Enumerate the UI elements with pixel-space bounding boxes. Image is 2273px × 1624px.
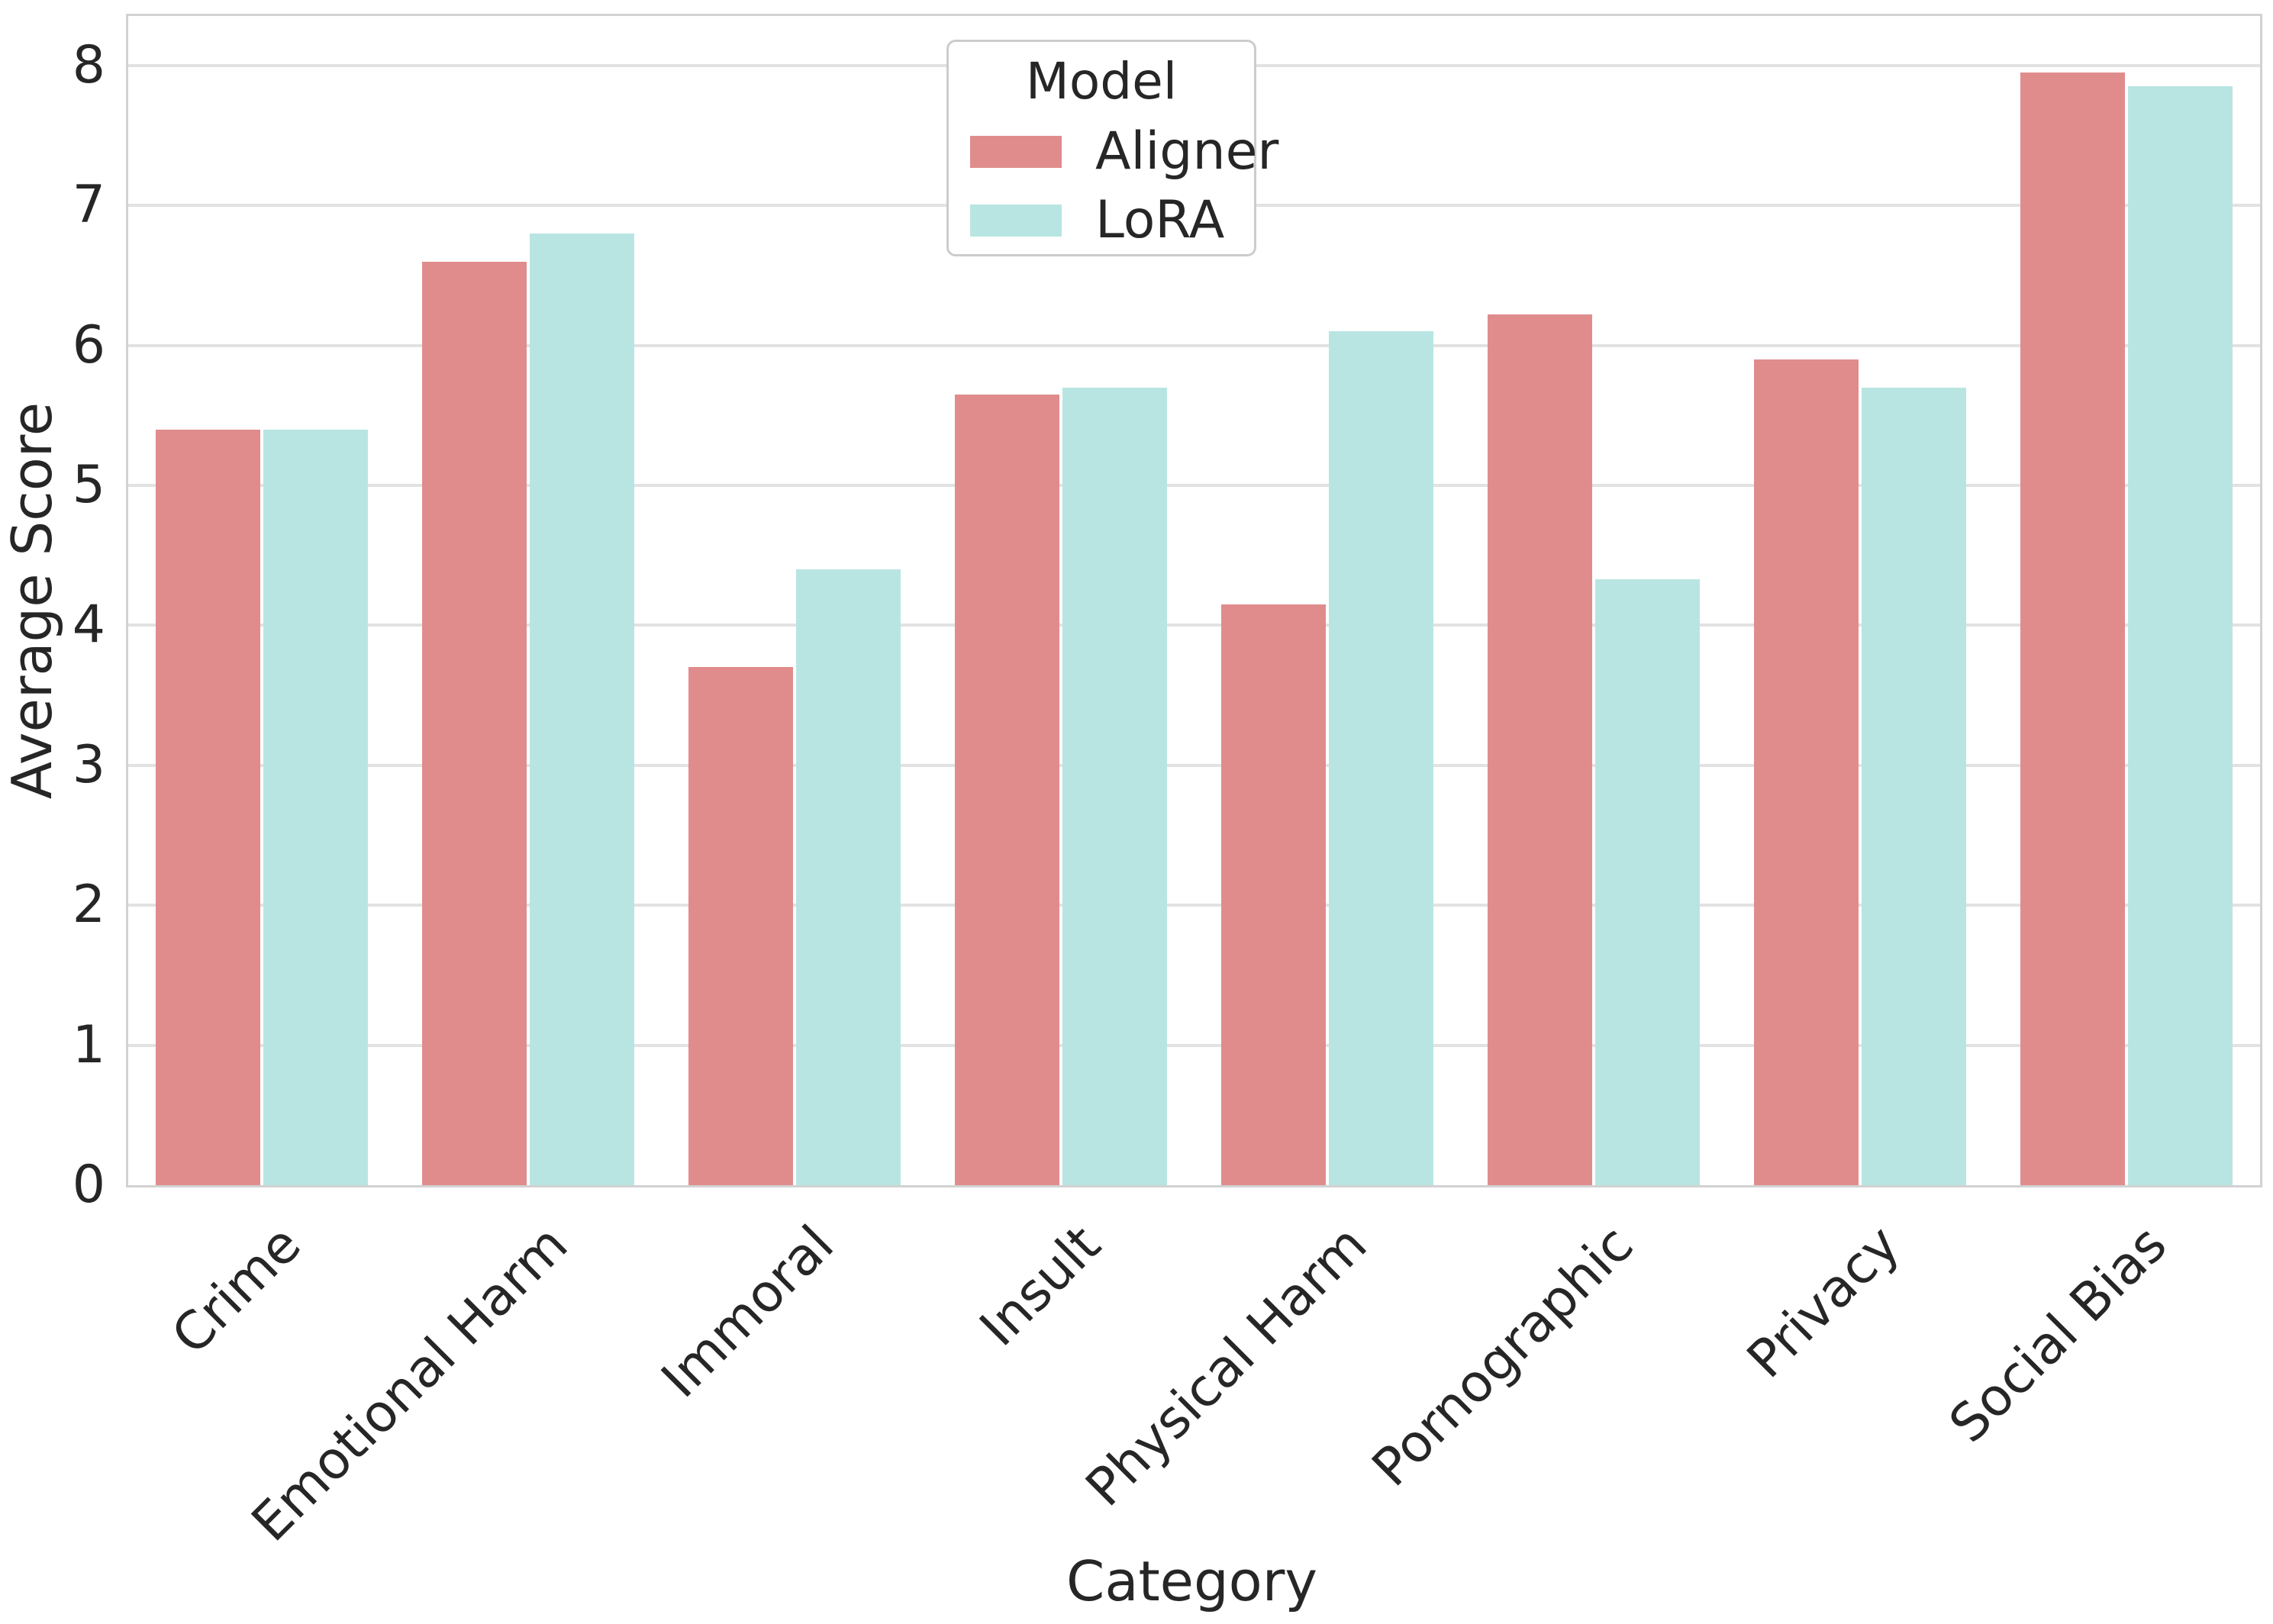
bar-lora-crime [263, 429, 368, 1185]
y-tick-label-2: 2 [72, 875, 105, 936]
bar-aligner-pornographic [1488, 314, 1593, 1185]
x-tick-label-insult: Insult [968, 1214, 1113, 1358]
x-tick-label-immoral: Immoral [650, 1214, 846, 1410]
bar-aligner-immoral [688, 667, 793, 1185]
y-tick-label-1: 1 [72, 1014, 105, 1075]
bar-lora-physical-harm [1329, 331, 1434, 1185]
x-tick-label-privacy: Privacy [1736, 1214, 1912, 1390]
bar-lora-insult [1062, 387, 1167, 1185]
legend-swatch-lora [970, 205, 1062, 237]
gridline-y-3 [128, 763, 2260, 767]
legend: Model Aligner LoRA [946, 40, 1278, 256]
y-tick-label-8: 8 [72, 34, 105, 95]
bar-lora-pornographic [1595, 578, 1701, 1185]
bar-aligner-social-bias [2020, 72, 2126, 1185]
y-tick-label-3: 3 [72, 734, 105, 795]
legend-item-aligner: Aligner [970, 124, 1278, 179]
legend-label-aligner: Aligner [1095, 121, 1279, 182]
x-tick-label-pornographic: Pornographic [1361, 1214, 1646, 1499]
bar-aligner-emotional-harm [421, 261, 527, 1185]
gridline-y-5 [128, 484, 2260, 488]
y-tick-label-7: 7 [72, 175, 105, 236]
gridline-y-6 [128, 343, 2260, 347]
bar-lora-social-bias [2128, 86, 2233, 1185]
y-tick-label-0: 0 [72, 1155, 105, 1215]
bar-aligner-crime [155, 429, 260, 1185]
bar-lora-emotional-harm [529, 233, 634, 1185]
x-axis-label: Category [1066, 1549, 1317, 1613]
bar-lora-privacy [1862, 387, 1967, 1185]
x-tick-label-crime: Crime [160, 1214, 313, 1367]
bar-aligner-physical-harm [1221, 604, 1327, 1185]
bar-aligner-privacy [1754, 359, 1859, 1185]
bar-aligner-insult [954, 394, 1059, 1185]
legend-swatch-aligner [970, 136, 1062, 168]
legend-label-lora: LoRA [1095, 190, 1225, 250]
y-tick-label-4: 4 [72, 594, 105, 656]
gridline-y-4 [128, 624, 2260, 627]
legend-title: Model [1025, 52, 1178, 111]
x-tick-label-social-bias: Social Bias [1938, 1214, 2178, 1455]
y-tick-label-5: 5 [72, 455, 105, 516]
gridline-y-2 [128, 904, 2260, 907]
legend-item-lora: LoRA [970, 193, 1233, 248]
x-tick-label-physical-harm: Physical Harm [1075, 1214, 1379, 1519]
bar-lora-immoral [795, 569, 901, 1185]
y-tick-label-6: 6 [72, 314, 105, 375]
gridline-y-1 [128, 1043, 2260, 1047]
